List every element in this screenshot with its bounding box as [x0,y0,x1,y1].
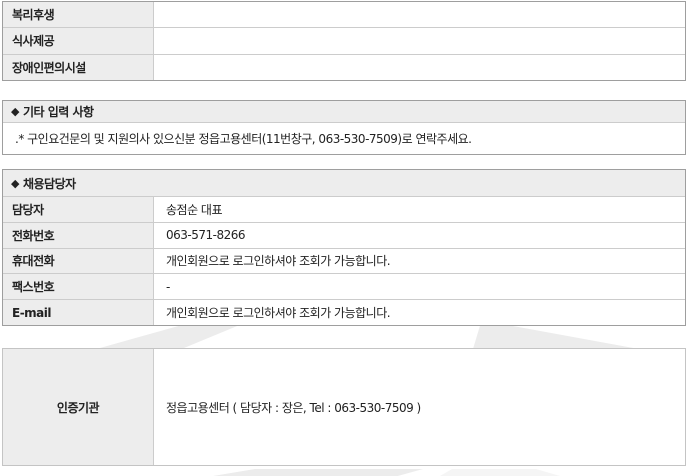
table-row: 팩스번호 - [3,273,685,300]
watermark-shape [473,326,634,348]
row-label-certification-agency: 인증기관 [3,349,154,465]
diamond-bullet-icon: ◆ [11,105,19,118]
row-value-contact-person: 송점순 대표 [154,197,685,222]
section-header: ◆ 채용담당자 [3,170,685,197]
section-title: 채용담당자 [22,176,76,191]
table-row: 식사제공 [3,27,685,54]
section-title: 기타 입력 사항 [22,105,94,119]
row-label-disabled-facilities: 장애인편의시설 [3,54,154,80]
row-label-mobile: 휴대전화 [3,248,154,274]
certification-section: 인증기관 정읍고용센터 ( 담당자 : 장은, Tel : 063-530-75… [2,348,686,466]
benefits-table: 복리후생 식사제공 장애인편의시설 [2,1,686,81]
row-label-meal: 식사제공 [3,28,154,54]
row-label-welfare: 복리후생 [3,2,154,28]
table-row: 전화번호 063-571-8266 [3,221,685,248]
other-info-text: .* 구인요건문의 및 지원의사 있으신분 정읍고용센터(11번창구, 063-… [3,123,685,154]
watermark-shape [440,469,560,476]
table-row: 장애인편의시설 [3,53,685,80]
table-row: 인증기관 정읍고용센터 ( 담당자 : 장은, Tel : 063-530-75… [3,349,685,465]
row-value-phone: 063-571-8266 [154,222,685,248]
recruiter-section: ◆ 채용담당자 담당자 송점순 대표 전화번호 063-571-8266 휴대전… [2,169,686,326]
watermark-shape [213,469,423,476]
row-value-disabled-facilities [154,54,685,80]
row-value-fax: - [154,274,685,300]
table-row: 담당자 송점순 대표 [3,197,685,222]
row-label-phone: 전화번호 [3,222,154,248]
row-value-certification-agency: 정읍고용센터 ( 담당자 : 장은, Tel : 063-530-7509 ) [154,349,685,465]
row-value-meal [154,28,685,54]
table-row: E-mail 개인회원으로 로그인하셔야 조회가 가능합니다. [3,299,685,325]
row-label-contact-person: 담당자 [3,197,154,222]
table-row: 복리후생 [3,2,685,28]
diamond-bullet-icon: ◆ [11,176,19,190]
row-value-mobile: 개인회원으로 로그인하셔야 조회가 가능합니다. [154,248,685,274]
other-info-section: ◆ 기타 입력 사항 .* 구인요건문의 및 지원의사 있으신분 정읍고용센터(… [2,100,686,155]
row-label-fax: 팩스번호 [3,274,154,300]
table-row: 휴대전화 개인회원으로 로그인하셔야 조회가 가능합니다. [3,247,685,274]
row-value-email: 개인회원으로 로그인하셔야 조회가 가능합니다. [154,300,685,325]
row-label-email: E-mail [3,300,154,325]
section-header: ◆ 기타 입력 사항 [3,101,685,123]
row-value-welfare [154,2,685,28]
watermark-shape [100,326,238,348]
